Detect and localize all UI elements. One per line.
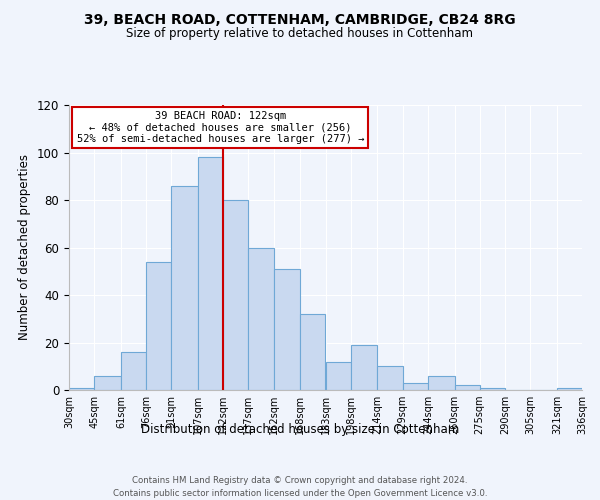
Bar [480, 388, 505, 390]
Bar [377, 366, 403, 390]
Bar [146, 262, 171, 390]
Bar [121, 352, 146, 390]
Bar [248, 248, 274, 390]
Text: Distribution of detached houses by size in Cottenham: Distribution of detached houses by size … [141, 422, 459, 436]
Y-axis label: Number of detached properties: Number of detached properties [19, 154, 31, 340]
Bar [198, 158, 223, 390]
Bar [301, 314, 325, 390]
Bar [69, 388, 94, 390]
Text: Contains public sector information licensed under the Open Government Licence v3: Contains public sector information licen… [113, 489, 487, 498]
Bar [171, 186, 198, 390]
Text: Contains HM Land Registry data © Crown copyright and database right 2024.: Contains HM Land Registry data © Crown c… [132, 476, 468, 485]
Text: Size of property relative to detached houses in Cottenham: Size of property relative to detached ho… [127, 28, 473, 40]
Bar [455, 385, 480, 390]
Bar [94, 376, 121, 390]
Bar [428, 376, 455, 390]
Bar [325, 362, 350, 390]
Text: 39 BEACH ROAD: 122sqm
← 48% of detached houses are smaller (256)
52% of semi-det: 39 BEACH ROAD: 122sqm ← 48% of detached … [77, 110, 364, 144]
Bar [223, 200, 248, 390]
Bar [557, 388, 582, 390]
Bar [350, 345, 377, 390]
Bar [403, 383, 428, 390]
Text: 39, BEACH ROAD, COTTENHAM, CAMBRIDGE, CB24 8RG: 39, BEACH ROAD, COTTENHAM, CAMBRIDGE, CB… [84, 12, 516, 26]
Bar [274, 269, 301, 390]
